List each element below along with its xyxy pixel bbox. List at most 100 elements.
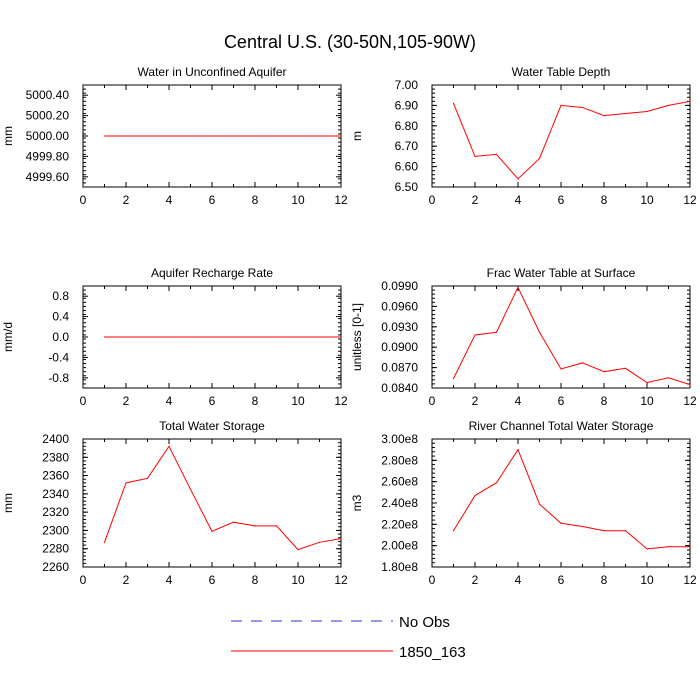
x-tick-label: 0 [80,193,87,207]
x-tick-label: 10 [640,573,654,587]
data-point [275,336,278,338]
data-point [560,522,562,524]
y-tick-label: 2.40e8 [381,496,418,510]
data-point [275,525,278,527]
y-tick-label: 2.00e8 [381,539,418,553]
y-tick-label: 2.80e8 [381,453,418,467]
y-axis-label: unitless [0-1] [350,303,364,371]
data-point [560,104,562,106]
x-tick-label: 8 [252,394,259,408]
data-point [581,106,584,109]
data-point [146,135,149,137]
x-tick-label: 2 [472,193,479,207]
x-tick-label: 12 [683,573,697,587]
y-tick-label: 5000.00 [26,129,70,143]
y-tick-label: 6.60 [395,160,419,174]
data-point [125,135,127,137]
y-axis-label: m3 [350,494,364,511]
panel-title: Aquifer Recharge Rate [151,266,273,280]
x-tick-label: 10 [291,193,305,207]
y-tick-label: 0.4 [52,310,69,324]
x-tick-label: 4 [166,573,173,587]
x-tick-label: 0 [429,573,436,587]
x-tick-label: 0 [429,193,436,207]
x-tick-label: 2 [123,193,130,207]
y-axis-label: mm/d [1,322,15,352]
x-tick-label: 8 [601,573,608,587]
data-point [495,482,498,484]
x-tick-label: 10 [640,193,654,207]
y-tick-label: 2380 [42,450,69,464]
data-point [125,336,127,338]
data-point [168,336,170,338]
data-point [103,336,106,338]
data-point [452,530,455,532]
data-point [275,135,278,137]
data-point [146,477,149,479]
data-point [168,445,170,447]
x-tick-label: 2 [472,394,479,408]
y-tick-label: -0.8 [48,371,69,385]
x-tick-label: 0 [80,573,87,587]
y-tick-label: 4999.60 [26,170,70,184]
y-tick-label: 2280 [42,542,69,556]
data-point [318,541,321,543]
x-tick-label: 6 [209,394,216,408]
x-tick-label: 10 [291,573,305,587]
data-point [340,135,342,137]
x-tick-label: 8 [601,394,608,408]
data-point [211,135,213,137]
x-tick-label: 4 [166,394,173,408]
legend-label: No Obs [399,614,450,631]
panel-title: Frac Water Table at Surface [487,266,636,280]
data-point [624,112,627,115]
x-tick-label: 12 [334,394,348,408]
data-point [646,381,648,384]
data-point [254,525,256,527]
data-point [168,135,170,137]
x-tick-label: 4 [166,193,173,207]
data-point [297,135,299,137]
x-tick-label: 8 [252,573,259,587]
y-tick-label: 2360 [42,469,69,483]
x-tick-label: 2 [123,394,130,408]
data-point [211,530,213,532]
y-tick-label: -0.4 [48,350,69,364]
y-tick-label: 2320 [42,505,69,519]
data-point [517,178,519,180]
y-tick-label: 2400 [42,432,69,446]
data-point [474,334,476,336]
legend-label: 1850_163 [399,644,466,661]
data-point [318,135,321,137]
y-tick-label: 0.0900 [381,340,418,354]
y-axis-label: mm [1,126,15,146]
data-point [474,155,476,157]
x-tick-label: 4 [515,193,522,207]
data-point [189,488,192,490]
y-tick-label: 5000.40 [26,88,70,102]
y-tick-label: 6.90 [395,98,419,112]
data-point [125,482,127,484]
y-tick-label: 7.00 [395,78,419,92]
data-point [646,548,648,550]
panel-title: Water Table Depth [512,65,611,79]
x-tick-label: 2 [123,573,130,587]
data-point [232,135,235,137]
data-point [689,384,691,386]
series-line [453,286,691,386]
data-point [232,336,235,338]
x-tick-label: 4 [515,573,522,587]
data-point [538,503,541,505]
x-tick-label: 12 [683,394,697,408]
data-point [538,331,541,333]
data-point [667,377,670,379]
x-tick-label: 10 [640,394,654,408]
data-point [189,135,192,137]
data-point [452,377,455,380]
data-point [254,135,256,137]
y-tick-label: 2.60e8 [381,475,418,489]
x-tick-label: 6 [209,573,216,587]
data-point [495,153,498,155]
y-tick-label: 0.0870 [381,361,418,375]
